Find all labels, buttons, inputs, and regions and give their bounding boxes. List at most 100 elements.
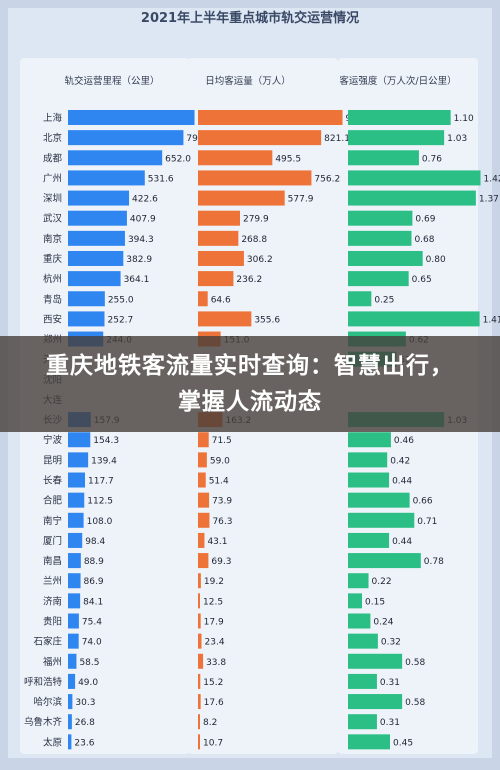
- bar: [68, 633, 79, 649]
- data-label: 255.0: [108, 295, 134, 305]
- data-label: 394.3: [128, 235, 154, 245]
- bar: [198, 714, 200, 730]
- overlay-banner: 重庆地铁客流量实时查询：智慧出行，掌握人流动态: [0, 336, 500, 432]
- data-label: 117.7: [88, 477, 114, 487]
- category-label: 南昌: [43, 555, 62, 567]
- bar: [68, 210, 127, 226]
- bar: [348, 311, 480, 327]
- bar: [68, 291, 105, 307]
- category-label: 济南: [43, 595, 62, 607]
- bar: [348, 452, 388, 468]
- category-label: 成都: [43, 152, 63, 164]
- bar: [348, 190, 476, 206]
- data-label: 71.5: [212, 436, 232, 446]
- bar: [68, 230, 125, 246]
- bar: [198, 553, 209, 569]
- bar: [68, 110, 195, 125]
- data-label: 33.8: [206, 658, 226, 668]
- bar: [348, 210, 413, 226]
- data-label: 0.80: [426, 255, 446, 265]
- data-label: 43.1: [207, 537, 227, 547]
- bar: [348, 573, 369, 589]
- data-label: 17.6: [204, 698, 224, 708]
- data-label: 1.37: [479, 195, 499, 205]
- bar: [68, 532, 83, 548]
- category-label: 长春: [43, 475, 63, 487]
- bar: [348, 230, 412, 246]
- bar: [198, 250, 244, 266]
- category-label: 青岛: [43, 293, 62, 305]
- data-label: 0.24: [373, 618, 393, 628]
- category-label: 杭州: [43, 273, 62, 285]
- data-label: 73.9: [212, 497, 232, 507]
- bar: [198, 230, 239, 246]
- data-label: 756.2: [314, 174, 340, 184]
- bar: [348, 532, 390, 548]
- bar: [198, 190, 285, 206]
- data-label: 531.6: [148, 174, 174, 184]
- data-label: 279.9: [243, 215, 269, 225]
- bar: [198, 210, 240, 226]
- category-label: 贵阳: [43, 616, 62, 628]
- bar: [348, 553, 421, 569]
- bar: [68, 714, 72, 730]
- data-label: 0.15: [365, 597, 385, 607]
- bar: [68, 170, 145, 186]
- data-label: 112.5: [87, 497, 113, 507]
- category-label: 西安: [43, 313, 62, 325]
- bar: [198, 734, 200, 750]
- bar: [198, 593, 200, 609]
- data-label: 139.4: [91, 456, 117, 466]
- bar: [198, 130, 322, 146]
- bar: [348, 714, 377, 730]
- bar: [68, 150, 163, 166]
- bar: [68, 311, 105, 327]
- data-label: 0.44: [392, 537, 412, 547]
- data-label: 19.2: [204, 577, 224, 587]
- data-label: 0.25: [374, 295, 394, 305]
- data-label: 75.4: [82, 618, 102, 628]
- data-label: 86.9: [84, 577, 104, 587]
- data-label: 407.9: [130, 215, 156, 225]
- panel-header: 客运强度（万人次/日公里）: [339, 75, 456, 87]
- data-label: 17.9: [204, 618, 224, 628]
- data-label: 49.0: [78, 678, 98, 688]
- bar: [348, 673, 377, 689]
- data-label: 577.9: [288, 195, 314, 205]
- bar: [348, 734, 390, 750]
- data-label: 355.6: [254, 315, 280, 325]
- category-label: 广州: [43, 172, 62, 184]
- bar: [198, 170, 312, 186]
- data-label: 76.3: [212, 517, 232, 527]
- bar: [68, 694, 73, 710]
- bar: [198, 573, 201, 589]
- data-label: 306.2: [247, 255, 273, 265]
- bar: [198, 532, 205, 548]
- category-label: 宁波: [43, 434, 63, 446]
- data-label: 0.69: [415, 215, 435, 225]
- bar: [68, 250, 124, 266]
- data-label: 422.6: [132, 195, 158, 205]
- bar: [198, 311, 252, 327]
- bar: [68, 190, 130, 206]
- category-label: 厦门: [43, 535, 62, 547]
- data-label: 0.46: [394, 436, 414, 446]
- data-label: 0.44: [392, 477, 412, 487]
- data-label: 0.45: [393, 738, 413, 748]
- bar: [348, 150, 419, 166]
- category-label: 太原: [43, 736, 62, 748]
- data-label: 64.6: [211, 295, 231, 305]
- bar: [68, 452, 89, 468]
- banner-text: 重庆地铁客流量实时查询：智慧出行，掌握人流动态: [46, 353, 454, 415]
- bar: [198, 512, 210, 528]
- data-label: 15.2: [203, 678, 223, 688]
- bar: [348, 170, 481, 186]
- bar: [68, 734, 72, 750]
- bar: [198, 633, 202, 649]
- data-label: 0.68: [414, 235, 434, 245]
- data-label: 495.5: [275, 154, 301, 164]
- data-label: 0.78: [424, 557, 444, 567]
- bar: [198, 694, 201, 710]
- category-label: 昆明: [43, 455, 62, 466]
- data-label: 154.3: [93, 436, 119, 446]
